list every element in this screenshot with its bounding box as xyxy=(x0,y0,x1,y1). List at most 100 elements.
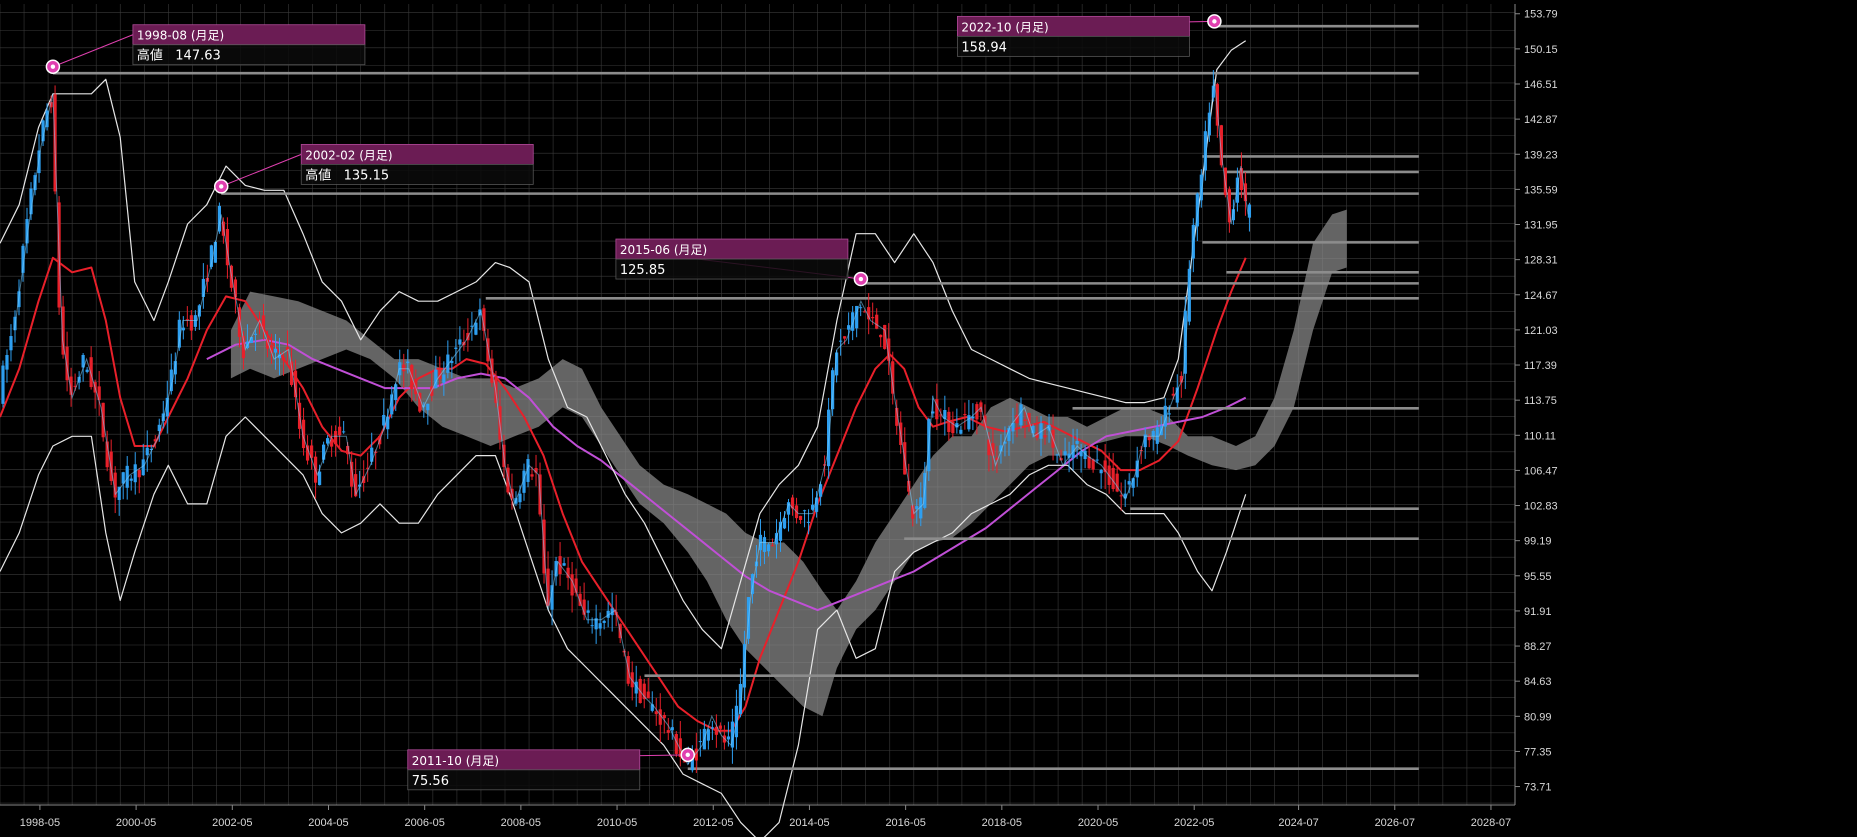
candle-body xyxy=(1131,478,1135,488)
candle-body xyxy=(562,563,566,566)
candle-body xyxy=(578,593,582,606)
x-tick-label: 2014-05 xyxy=(789,817,829,829)
y-tick-label: 99.19 xyxy=(1524,536,1552,548)
candle-body xyxy=(293,370,298,398)
candle-body xyxy=(935,399,939,420)
candle-body xyxy=(786,502,791,515)
price-trace-line xyxy=(13,79,1249,766)
candle-body xyxy=(939,414,943,416)
candle-body xyxy=(65,346,69,381)
candle-body xyxy=(1,365,5,404)
y-tick-label: 139.23 xyxy=(1524,149,1558,161)
candle-body xyxy=(402,364,406,372)
candle-body xyxy=(855,305,859,329)
y-tick-label: 128.31 xyxy=(1524,255,1558,267)
candle-body xyxy=(718,725,722,729)
candle-body xyxy=(394,384,398,401)
candle-body xyxy=(446,354,450,373)
candle-body xyxy=(482,308,486,331)
candle-body xyxy=(674,734,678,754)
candle-body xyxy=(682,761,686,763)
candle-body xyxy=(177,319,181,348)
candle-body xyxy=(89,357,93,388)
candle-body xyxy=(117,486,121,500)
candle-body xyxy=(273,348,278,353)
candle-body xyxy=(1031,426,1035,434)
candle-body xyxy=(678,738,682,758)
candle-body xyxy=(330,439,334,447)
candle-body xyxy=(971,416,975,419)
candle-body xyxy=(887,338,891,361)
annotation-marker-dot xyxy=(858,276,864,282)
candle-body xyxy=(1123,493,1127,499)
y-tick-label: 95.55 xyxy=(1524,571,1552,583)
x-tick-label: 2022-05 xyxy=(1174,817,1214,829)
candle-body xyxy=(442,374,446,383)
candle-body xyxy=(895,407,899,426)
candle-body xyxy=(959,429,963,434)
candle-body xyxy=(955,423,959,428)
candle-body xyxy=(871,317,875,319)
candle-body xyxy=(694,748,698,761)
candle-body xyxy=(350,461,354,487)
candle-body xyxy=(61,306,65,355)
candle-body xyxy=(317,471,322,486)
candle-body xyxy=(1155,427,1159,444)
candle-body xyxy=(1035,432,1039,438)
candle-body xyxy=(1227,189,1231,223)
level-lines xyxy=(52,24,1419,771)
indicator-lines xyxy=(0,40,1247,837)
candle-body xyxy=(734,705,739,738)
candle-body xyxy=(261,315,266,330)
candle-body xyxy=(1239,168,1244,191)
candle-body xyxy=(277,354,282,359)
y-tick-label: 131.95 xyxy=(1524,220,1558,232)
x-tick-label: 2008-05 xyxy=(501,817,541,829)
candle-body xyxy=(41,120,45,142)
candle-body xyxy=(309,445,314,458)
candle-body xyxy=(835,352,839,376)
candle-body xyxy=(646,691,650,699)
candle-body xyxy=(915,506,919,509)
candle-body xyxy=(85,369,89,372)
candle-body xyxy=(947,411,951,433)
annotation-marker-dot xyxy=(1212,19,1217,24)
candle-body xyxy=(943,409,947,419)
candle-body xyxy=(1231,209,1236,221)
candle-body xyxy=(806,521,811,523)
candle-body xyxy=(301,419,306,449)
annotation-value: 高値 147.63 xyxy=(137,48,221,64)
candle-body xyxy=(1043,435,1047,438)
candle-body xyxy=(21,245,25,273)
candle-body xyxy=(1199,174,1203,201)
candle-body xyxy=(1063,451,1067,456)
candle-body xyxy=(125,465,129,488)
candle-body xyxy=(863,311,867,313)
candle-body xyxy=(883,324,887,349)
annotation-marker-dot xyxy=(50,64,56,69)
y-tick-label: 121.03 xyxy=(1524,325,1558,337)
candle-body xyxy=(149,448,153,450)
candle-body xyxy=(991,443,995,456)
candle-body xyxy=(233,279,238,298)
x-tick-label: 2026-07 xyxy=(1375,817,1415,829)
candle-body xyxy=(586,610,590,613)
x-tick-label: 2024-07 xyxy=(1278,817,1318,829)
candle-body xyxy=(390,394,394,415)
candle-body xyxy=(1079,451,1083,457)
candle-body xyxy=(526,459,530,482)
candle-body xyxy=(289,361,294,385)
candle-body xyxy=(582,599,586,615)
candle-body xyxy=(706,729,710,741)
candle-body xyxy=(1179,375,1183,383)
candle-body xyxy=(241,335,246,359)
candle-body xyxy=(570,574,574,596)
candle-body xyxy=(1099,469,1103,474)
candle-body xyxy=(891,361,895,394)
y-tick-label: 91.91 xyxy=(1524,606,1552,618)
candle-body xyxy=(919,497,923,519)
candle-body xyxy=(690,752,694,771)
candle-body xyxy=(49,102,53,108)
annotation-value: 158.94 xyxy=(961,40,1007,55)
